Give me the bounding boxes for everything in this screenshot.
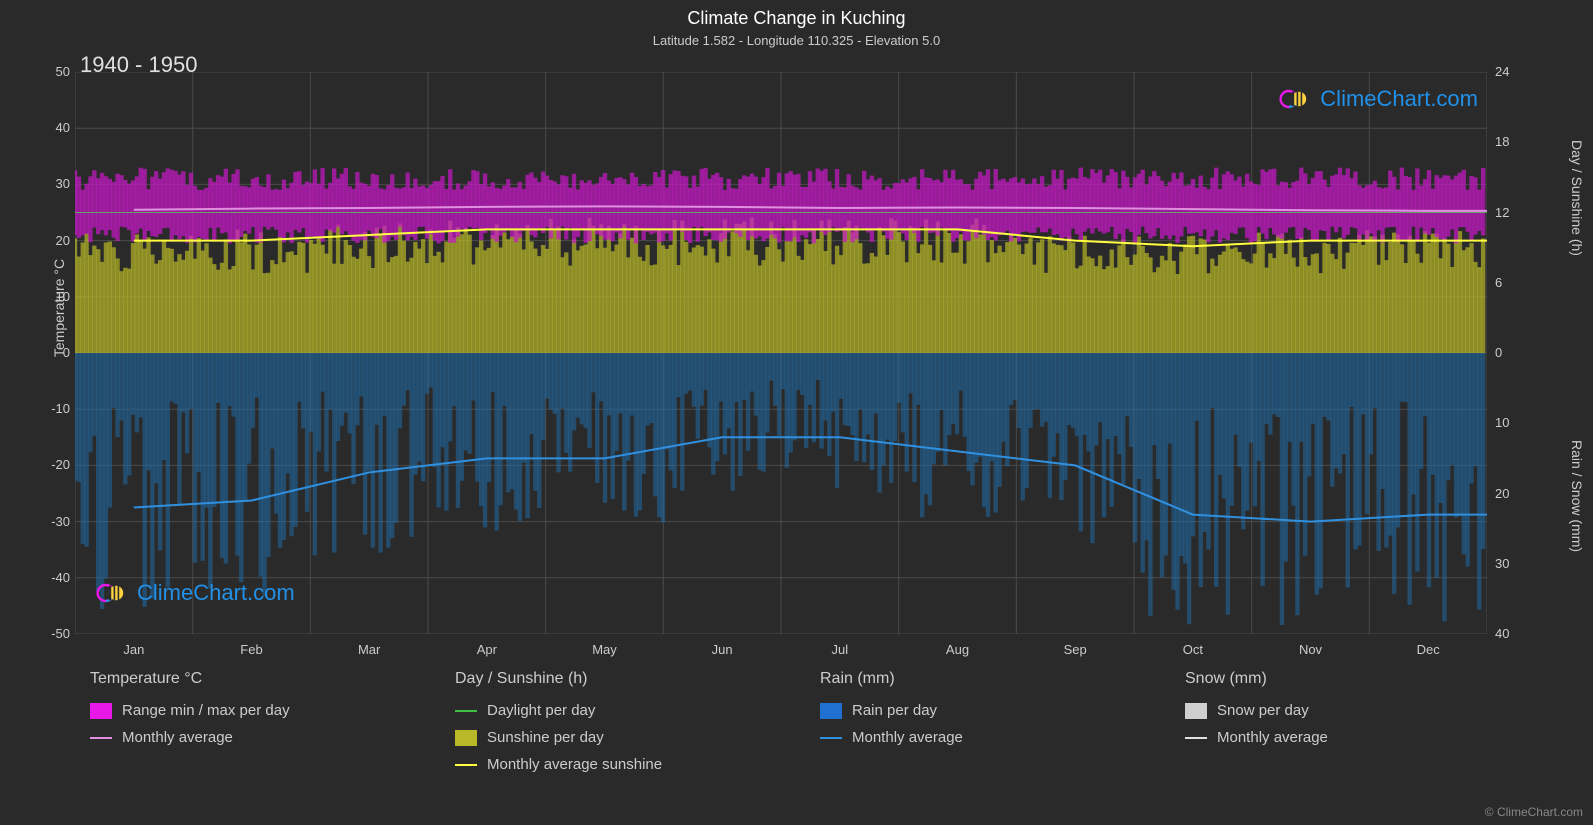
x-tick: Dec	[1408, 642, 1448, 657]
legend-title-rain: Rain (mm)	[820, 670, 1125, 688]
legend: Temperature °C Range min / max per day Mo…	[90, 670, 1490, 783]
legend-item: Snow per day	[1185, 702, 1490, 719]
y-left-tick: 40	[40, 120, 70, 135]
y-left-axis-label: Temperature °C	[51, 259, 67, 357]
legend-swatch	[820, 703, 842, 719]
legend-item: Monthly average sunshine	[455, 756, 760, 773]
legend-item: Monthly average	[1185, 729, 1490, 746]
y-left-tick: -50	[40, 626, 70, 641]
y-right-tick: 0	[1495, 345, 1525, 360]
y-left-tick: -40	[40, 570, 70, 585]
legend-label: Monthly average	[852, 729, 963, 746]
legend-label: Daylight per day	[487, 702, 595, 719]
watermark-text: ClimeChart.com	[137, 580, 295, 606]
watermark-bottom-left: ClimeChart.com	[95, 580, 295, 606]
y-right-tick: 12	[1495, 205, 1525, 220]
legend-col-temp: Temperature °C Range min / max per day Mo…	[90, 670, 395, 783]
y-right-tick: 40	[1495, 626, 1525, 641]
y-left-tick: -10	[40, 401, 70, 416]
x-tick: Mar	[349, 642, 389, 657]
watermark-top-right: ClimeChart.com	[1278, 86, 1478, 112]
x-tick: Sep	[1055, 642, 1095, 657]
y-right-tick: 20	[1495, 486, 1525, 501]
x-tick: Jan	[114, 642, 154, 657]
logo-icon	[1278, 87, 1312, 111]
legend-swatch	[820, 737, 842, 739]
legend-col-day: Day / Sunshine (h) Daylight per day Sunsh…	[455, 670, 760, 783]
y-right-tick: 18	[1495, 134, 1525, 149]
chart-subtitle: Latitude 1.582 - Longitude 110.325 - Ele…	[0, 29, 1593, 48]
legend-title-day: Day / Sunshine (h)	[455, 670, 760, 688]
y-right-tick: 30	[1495, 556, 1525, 571]
chart-title: Climate Change in Kuching	[0, 0, 1593, 29]
legend-label: Sunshine per day	[487, 729, 604, 746]
y-right-axis-label-bot: Rain / Snow (mm)	[1569, 440, 1585, 552]
legend-swatch	[90, 703, 112, 719]
chart-svg	[75, 72, 1487, 634]
legend-label: Snow per day	[1217, 702, 1309, 719]
legend-label: Range min / max per day	[122, 702, 290, 719]
legend-col-snow: Snow (mm) Snow per day Monthly average	[1185, 670, 1490, 783]
y-left-tick: 20	[40, 233, 70, 248]
y-right-tick: 24	[1495, 64, 1525, 79]
legend-label: Monthly average sunshine	[487, 756, 662, 773]
legend-item: Monthly average	[820, 729, 1125, 746]
x-tick: Jul	[820, 642, 860, 657]
legend-swatch	[1185, 737, 1207, 739]
chart-plot-area	[75, 72, 1487, 634]
y-left-tick: 0	[40, 345, 70, 360]
copyright-label: © ClimeChart.com	[1485, 805, 1583, 819]
legend-item: Range min / max per day	[90, 702, 395, 719]
x-tick: Oct	[1173, 642, 1213, 657]
y-left-tick: 50	[40, 64, 70, 79]
legend-swatch	[1185, 703, 1207, 719]
x-tick: Feb	[232, 642, 272, 657]
legend-swatch	[455, 710, 477, 712]
x-tick: Aug	[938, 642, 978, 657]
legend-swatch	[455, 730, 477, 746]
legend-swatch	[455, 764, 477, 766]
x-tick: Nov	[1291, 642, 1331, 657]
legend-item: Monthly average	[90, 729, 395, 746]
x-tick: Apr	[467, 642, 507, 657]
y-left-tick: 10	[40, 289, 70, 304]
y-right-axis-label-top: Day / Sunshine (h)	[1569, 140, 1585, 256]
logo-icon	[95, 581, 129, 605]
legend-title-temp: Temperature °C	[90, 670, 395, 688]
legend-swatch	[90, 737, 112, 739]
legend-title-snow: Snow (mm)	[1185, 670, 1490, 688]
legend-item: Sunshine per day	[455, 729, 760, 746]
y-left-tick: 30	[40, 176, 70, 191]
x-tick: Jun	[702, 642, 742, 657]
legend-label: Monthly average	[1217, 729, 1328, 746]
legend-item: Rain per day	[820, 702, 1125, 719]
watermark-text: ClimeChart.com	[1320, 86, 1478, 112]
y-left-tick: -30	[40, 514, 70, 529]
y-right-tick: 10	[1495, 415, 1525, 430]
legend-label: Monthly average	[122, 729, 233, 746]
y-right-tick: 6	[1495, 275, 1525, 290]
legend-label: Rain per day	[852, 702, 937, 719]
x-tick: May	[585, 642, 625, 657]
legend-col-rain: Rain (mm) Rain per day Monthly average	[820, 670, 1125, 783]
y-left-tick: -20	[40, 457, 70, 472]
legend-item: Daylight per day	[455, 702, 760, 719]
